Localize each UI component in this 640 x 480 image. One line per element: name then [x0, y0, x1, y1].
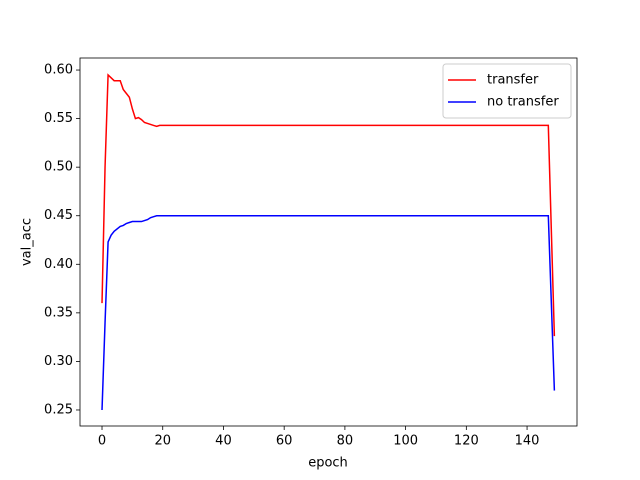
x-tick-label: 120 [454, 434, 479, 449]
y-tick-label: 0.40 [44, 257, 73, 272]
plot-frame [79, 57, 578, 427]
y-tick-label: 0.25 [44, 402, 73, 417]
legend-box [442, 63, 572, 119]
line-series [101, 73, 556, 337]
x-tick-label: 100 [393, 434, 418, 449]
line-series [101, 214, 556, 411]
y-tick-label: 0.55 [44, 111, 73, 126]
x-tick-label: 0 [98, 434, 106, 449]
y-tick-label: 0.60 [44, 63, 73, 78]
x-axis-label: epoch [308, 456, 348, 471]
x-tick-label: 60 [276, 434, 293, 449]
y-axis-label: val_acc [20, 218, 35, 266]
x-tick-label: 20 [154, 434, 171, 449]
x-tick-label: 80 [337, 434, 354, 449]
x-tick-label: 40 [215, 434, 232, 449]
y-tick-label: 0.30 [44, 354, 73, 369]
y-tick-label: 0.35 [44, 305, 73, 320]
x-tick-label: 140 [515, 434, 540, 449]
y-tick-label: 0.50 [44, 160, 73, 175]
legend-label: no transfer [487, 95, 559, 110]
legend-label: transfer [487, 73, 539, 88]
y-tick-label: 0.45 [44, 208, 73, 223]
